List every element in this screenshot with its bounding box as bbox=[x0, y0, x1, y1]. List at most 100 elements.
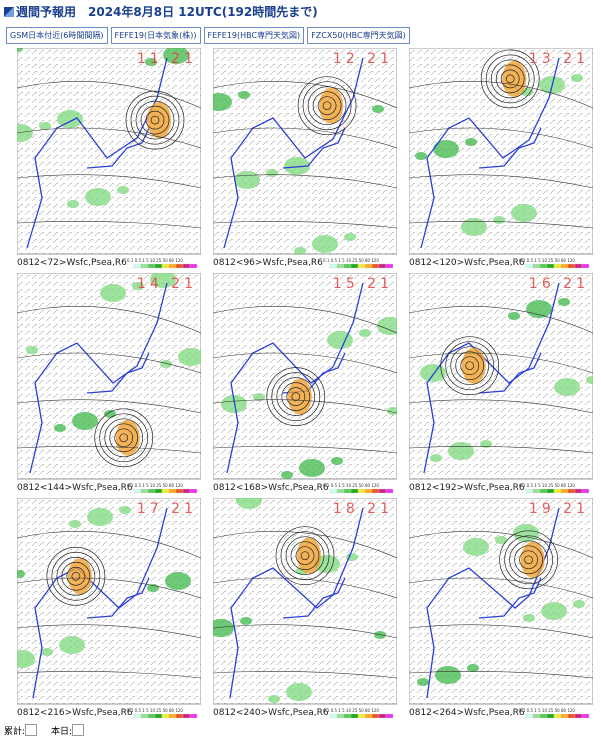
map-caption: 0812<144>Wsfc,Psea,R6 bbox=[17, 483, 133, 493]
legend-swatch bbox=[329, 713, 338, 719]
isobar bbox=[455, 351, 485, 381]
valid-time-label: 11 21 bbox=[136, 51, 197, 67]
legend-swatch bbox=[546, 713, 555, 719]
isobar bbox=[500, 69, 520, 89]
legend-ticks: 0.1 0.5 1 5 10 25 50 80 120 bbox=[519, 483, 575, 488]
weather-map bbox=[409, 498, 593, 719]
nav-button[interactable]: FEFE19(日本気象(株)) bbox=[110, 27, 201, 44]
legend-swatch bbox=[168, 488, 177, 494]
nav-button[interactable]: GSM日本付近(6時間間隔) bbox=[6, 27, 108, 44]
isobar bbox=[213, 174, 397, 189]
isobar bbox=[99, 413, 149, 463]
isobar bbox=[312, 91, 342, 121]
isobar bbox=[409, 221, 593, 229]
valid-time-label: 16 21 bbox=[528, 276, 589, 292]
rain-area bbox=[26, 346, 38, 354]
legend-swatch bbox=[357, 488, 366, 494]
isobar bbox=[213, 399, 397, 414]
isobar bbox=[409, 174, 593, 189]
legend-swatch bbox=[343, 488, 352, 494]
wind-barbs bbox=[17, 48, 201, 254]
wind-barbs bbox=[213, 48, 397, 254]
isobar bbox=[114, 428, 134, 448]
coastline bbox=[478, 127, 542, 169]
valid-time-label: 12 21 bbox=[332, 51, 393, 67]
map-caption: 0812<96>Wsfc,Psea,R6 bbox=[213, 258, 323, 268]
rain-area bbox=[100, 284, 126, 302]
legend-swatch bbox=[567, 263, 576, 269]
isobar bbox=[213, 306, 397, 334]
rain-area bbox=[213, 93, 232, 111]
legend-swatch bbox=[371, 263, 380, 269]
legend-swatch bbox=[364, 488, 373, 494]
weather-map bbox=[17, 498, 201, 719]
rain-area bbox=[465, 138, 477, 146]
isobar bbox=[409, 399, 593, 414]
rain-area bbox=[253, 393, 265, 401]
legend-swatch bbox=[154, 713, 163, 719]
isobar bbox=[286, 387, 306, 406]
coastline bbox=[86, 352, 150, 394]
isobar bbox=[409, 577, 593, 599]
isobar bbox=[17, 174, 201, 189]
rain-area bbox=[558, 298, 570, 306]
legend-swatch bbox=[147, 488, 156, 494]
map-panel: 16 21 0812<192>Wsfc,Psea,R6 0.1 0.5 1 5 10… bbox=[409, 273, 593, 501]
rain-area bbox=[67, 200, 79, 208]
isobar bbox=[409, 624, 593, 639]
valid-time-label: 18 21 bbox=[332, 501, 393, 517]
isobar bbox=[213, 127, 397, 149]
rain-area bbox=[433, 140, 459, 158]
legend-swatch bbox=[168, 263, 177, 269]
isobar bbox=[51, 551, 101, 601]
nav-button[interactable]: FZCX50(HBC専門天気図) bbox=[307, 27, 410, 44]
nav-button[interactable]: FEFE19(HBC専門天気図) bbox=[203, 27, 305, 44]
rain-area bbox=[573, 600, 585, 608]
isobar bbox=[275, 526, 335, 586]
legend-swatch bbox=[574, 263, 583, 269]
rain-area bbox=[521, 88, 533, 96]
weather-map bbox=[409, 48, 593, 269]
map-caption: 0812<168>Wsfc,Psea,R6 bbox=[213, 483, 329, 493]
legend-swatch bbox=[189, 488, 198, 494]
rain-area bbox=[508, 312, 520, 320]
rain-area bbox=[377, 317, 397, 335]
isobar bbox=[213, 577, 397, 599]
isobar bbox=[17, 446, 201, 454]
coastline bbox=[223, 57, 364, 249]
rain-area bbox=[286, 683, 312, 701]
legend-swatch bbox=[161, 263, 170, 269]
legend-swatch bbox=[350, 263, 359, 269]
isobar bbox=[66, 566, 86, 586]
isobar bbox=[46, 546, 106, 606]
rain-area bbox=[17, 48, 23, 52]
rain-area bbox=[417, 678, 429, 686]
map-panel: 17 21 0812<216>Wsfc,Psea,R6 0.1 0.5 1 5 10… bbox=[17, 498, 201, 726]
rain-area bbox=[374, 631, 386, 639]
legend-swatch bbox=[147, 263, 156, 269]
legend-swatch bbox=[378, 713, 387, 719]
legend-swatch bbox=[350, 488, 359, 494]
legend-swatch bbox=[133, 713, 142, 719]
isobar bbox=[322, 101, 332, 111]
legend-swatch bbox=[182, 713, 191, 719]
legend-swatch bbox=[329, 488, 338, 494]
isobar bbox=[213, 221, 397, 229]
legend-swatch bbox=[168, 713, 177, 719]
weather-map bbox=[17, 48, 201, 269]
rain-area bbox=[17, 570, 25, 578]
isobar bbox=[130, 95, 180, 145]
coastline bbox=[86, 577, 150, 619]
legend-swatch bbox=[553, 488, 562, 494]
valid-time-label: 14 21 bbox=[136, 276, 197, 292]
rain-area bbox=[493, 216, 505, 224]
wind-barbs bbox=[17, 273, 201, 479]
isobar bbox=[213, 624, 397, 639]
rain-area bbox=[72, 412, 98, 430]
legend-swatch bbox=[532, 263, 541, 269]
rain-area bbox=[221, 395, 247, 413]
legend-swatch bbox=[357, 713, 366, 719]
legend-swatch bbox=[140, 263, 149, 269]
isobar bbox=[409, 531, 593, 559]
legend-swatch bbox=[329, 263, 338, 269]
